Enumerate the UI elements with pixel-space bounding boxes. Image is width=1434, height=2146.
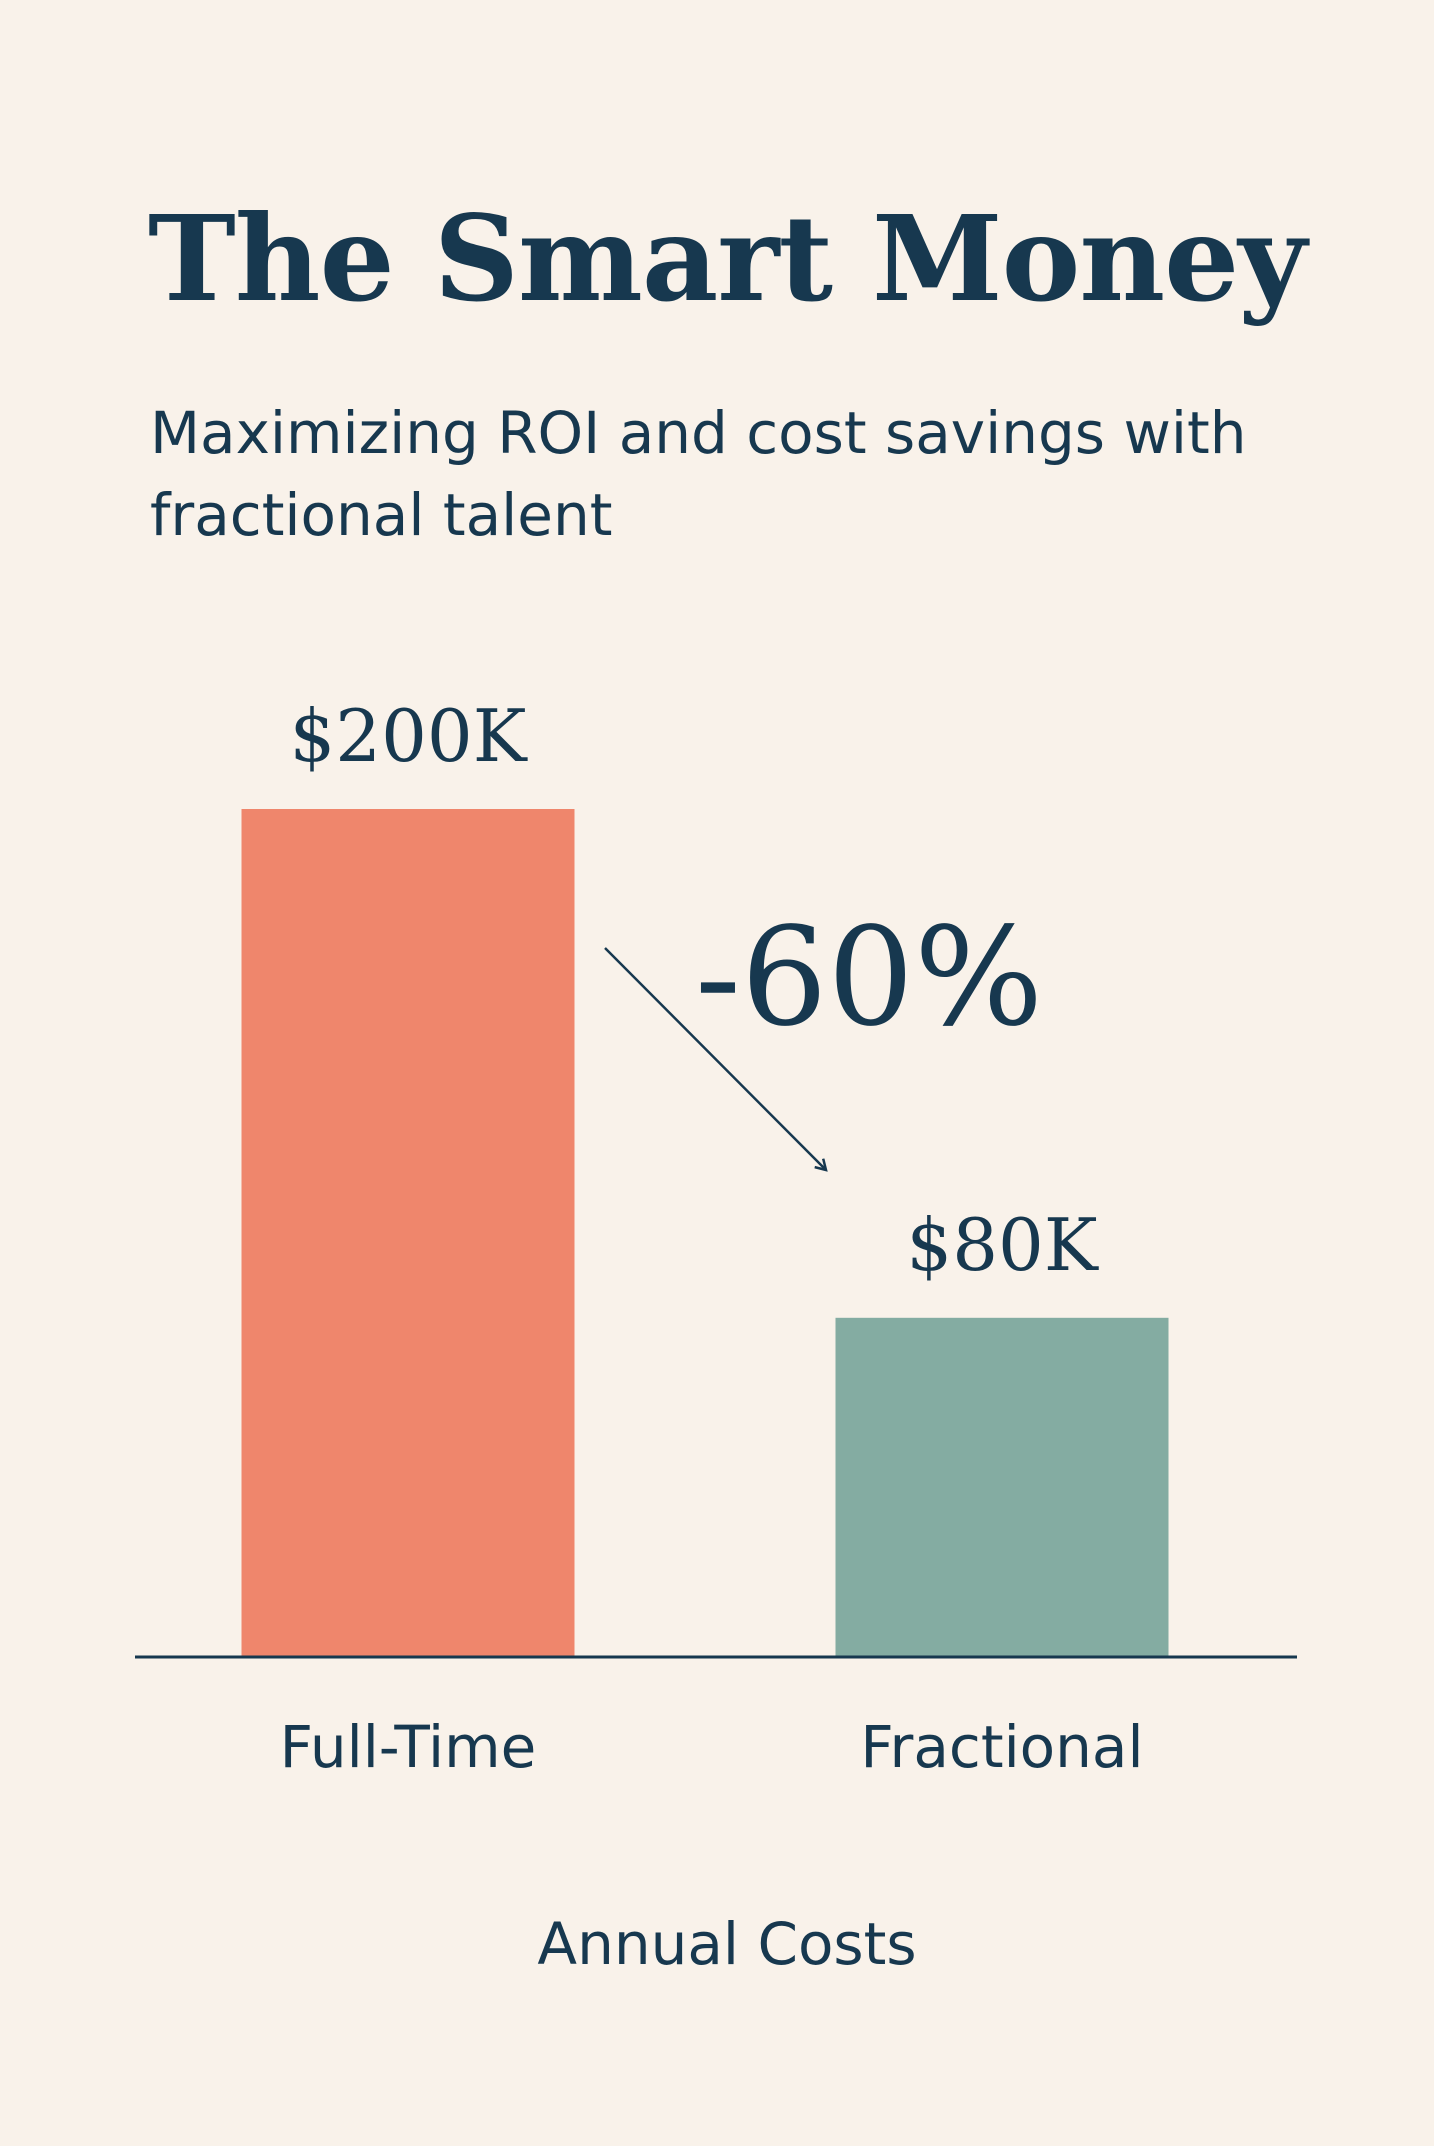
- value-label: $80K: [906, 1203, 1098, 1287]
- bar-fractional: [835, 1317, 1169, 1657]
- bars-layer: [241, 809, 1169, 1657]
- category-label: Full-Time: [280, 1713, 537, 1781]
- change-label: -60%: [695, 899, 1043, 1057]
- page-subtitle: Maximizing ROI and cost savings with fra…: [150, 399, 1247, 549]
- decrease-arrow-icon: [604, 947, 826, 1170]
- page-title: The Smart Money: [148, 189, 1307, 328]
- x-axis-title: Annual Costs: [537, 1910, 916, 1978]
- value-label: $200K: [289, 694, 527, 778]
- category-label: Fractional: [860, 1713, 1143, 1781]
- labels-layer: $200K Full-Time $80K Fractional: [280, 694, 1144, 1781]
- bar-full-time: [241, 809, 575, 1657]
